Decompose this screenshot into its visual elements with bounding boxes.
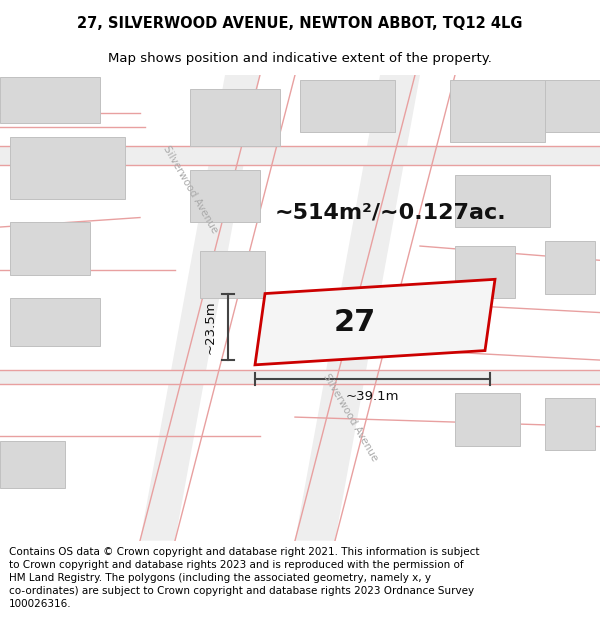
- Polygon shape: [140, 75, 260, 541]
- Bar: [300, 80, 395, 132]
- Text: ~39.1m: ~39.1m: [346, 389, 399, 402]
- Bar: [455, 393, 520, 446]
- Bar: [190, 170, 260, 222]
- Text: ~514m²/~0.127ac.: ~514m²/~0.127ac.: [274, 202, 506, 222]
- Bar: [455, 246, 515, 298]
- Polygon shape: [0, 369, 600, 384]
- Bar: [200, 251, 265, 298]
- Text: ~23.5m: ~23.5m: [203, 300, 217, 354]
- Bar: [10, 137, 125, 199]
- Bar: [0, 77, 100, 122]
- Text: 27: 27: [334, 308, 376, 337]
- Text: Contains OS data © Crown copyright and database right 2021. This information is : Contains OS data © Crown copyright and d…: [9, 546, 479, 609]
- Bar: [10, 222, 90, 274]
- Polygon shape: [0, 146, 600, 165]
- Bar: [10, 298, 100, 346]
- Bar: [545, 398, 595, 451]
- Bar: [545, 241, 595, 294]
- Bar: [0, 441, 65, 488]
- Bar: [545, 80, 600, 132]
- Bar: [450, 80, 545, 141]
- Text: Map shows position and indicative extent of the property.: Map shows position and indicative extent…: [108, 52, 492, 65]
- Bar: [455, 175, 550, 227]
- Text: 27, SILVERWOOD AVENUE, NEWTON ABBOT, TQ12 4LG: 27, SILVERWOOD AVENUE, NEWTON ABBOT, TQ1…: [77, 16, 523, 31]
- Polygon shape: [255, 279, 495, 365]
- Polygon shape: [295, 75, 420, 541]
- Bar: [190, 89, 280, 146]
- Text: Silverwood Avenue: Silverwood Avenue: [321, 372, 379, 462]
- Text: Silverwood Avenue: Silverwood Avenue: [161, 144, 219, 234]
